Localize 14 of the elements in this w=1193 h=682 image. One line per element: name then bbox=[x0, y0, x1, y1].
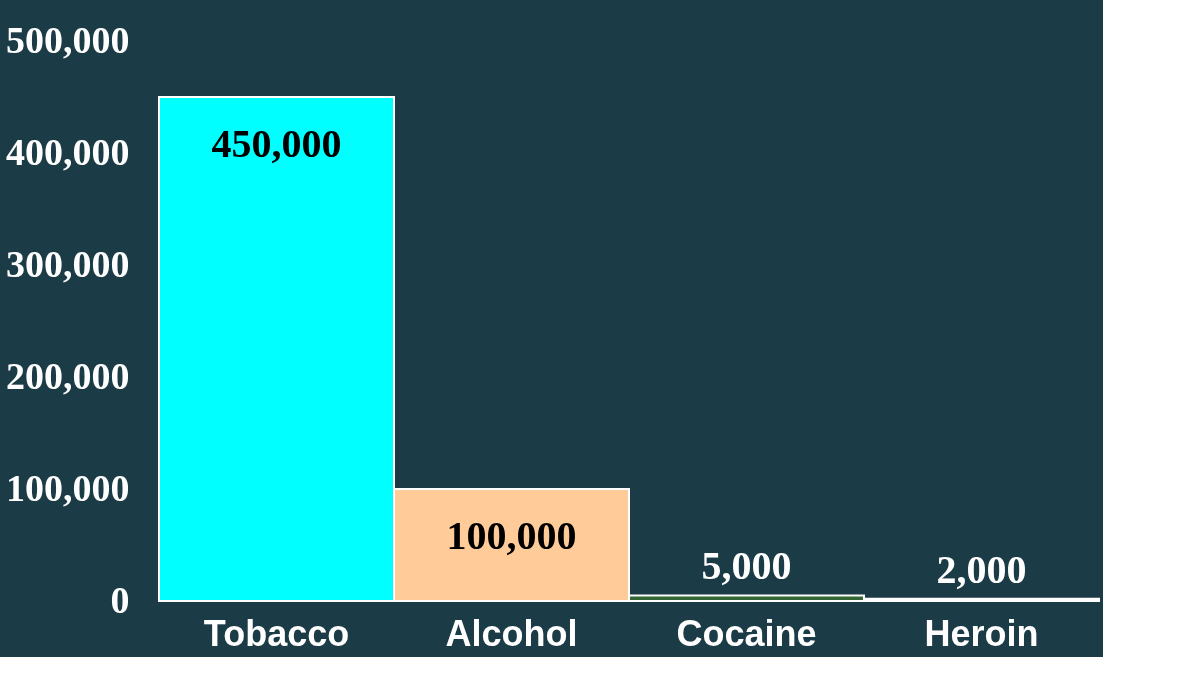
data-label: 2,000 bbox=[936, 546, 1027, 592]
y-tick-label: 500,000 bbox=[6, 18, 130, 61]
data-label: 450,000 bbox=[211, 121, 342, 166]
y-tick-label: 100,000 bbox=[6, 466, 130, 509]
y-tick-label: 0 bbox=[110, 578, 130, 621]
x-tick-label: Cocaine bbox=[676, 612, 817, 654]
data-label: 5,000 bbox=[701, 543, 792, 589]
y-tick-label: 300,000 bbox=[6, 242, 130, 285]
x-tick-label: Tobacco bbox=[203, 612, 350, 654]
x-tick-label: Alcohol bbox=[445, 612, 578, 654]
x-tick-label: Heroin bbox=[924, 612, 1039, 654]
data-label: 100,000 bbox=[446, 513, 577, 558]
y-tick-label: 200,000 bbox=[6, 354, 130, 397]
y-tick-label: 400,000 bbox=[6, 130, 130, 173]
